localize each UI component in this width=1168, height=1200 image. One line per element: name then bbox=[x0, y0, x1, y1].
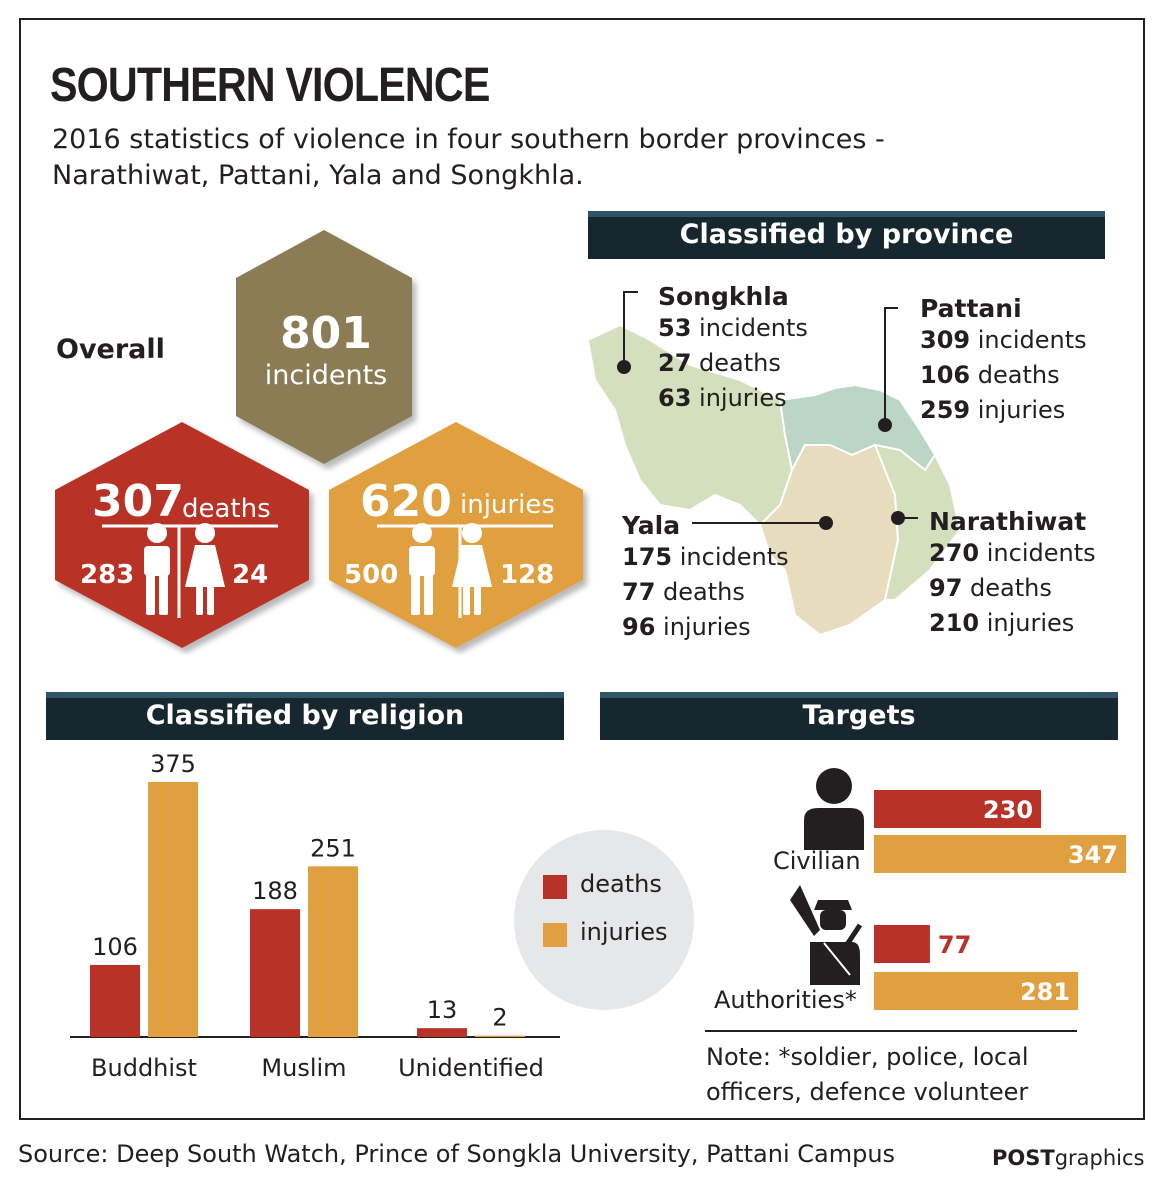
page-title: SOUTHERN VIOLENCE bbox=[50, 59, 490, 112]
page-subtitle: 2016 statistics of violence in four sout… bbox=[52, 124, 885, 191]
legend-swatch-injuries bbox=[543, 923, 567, 947]
infographic-frame bbox=[19, 18, 1145, 1120]
bar-label-buddhist-injuries: 375 bbox=[150, 750, 196, 778]
bar-buddhist-injuries bbox=[148, 782, 198, 1037]
target-label-civilian: Civilian bbox=[773, 847, 861, 875]
deaths-male-value: 283 bbox=[80, 560, 135, 590]
map-narathiwat bbox=[873, 443, 962, 601]
overall-label: Overall bbox=[56, 334, 165, 365]
targets-chart: 230 347 77 281 bbox=[874, 790, 1126, 1010]
bar-label-muslim-injuries: 251 bbox=[310, 834, 356, 862]
province-songkhla: Songkhla 53 incidents 27 deaths 63 injur… bbox=[658, 282, 808, 412]
bar-label-muslim-deaths: 188 bbox=[252, 877, 298, 905]
province-pattani: Pattani 309 incidents 106 deaths 259 inj… bbox=[920, 294, 1087, 424]
province-narathiwat: Narathiwat 270 incidents 97 deaths 210 i… bbox=[929, 507, 1096, 637]
target-bar-civilian-injuries bbox=[874, 835, 1126, 873]
deaths-hexagon bbox=[55, 422, 309, 648]
province-yala: Yala 175 incidents 77 deaths 96 injuries bbox=[622, 511, 789, 641]
overall-hexagons bbox=[55, 230, 583, 648]
religion-banner: Classified by religion bbox=[46, 692, 564, 740]
deaths-female-value: 24 bbox=[232, 560, 269, 590]
category-label-unidentified: Unidentified bbox=[398, 1054, 544, 1082]
legend-label-deaths: deaths bbox=[580, 870, 662, 898]
civilian-icon bbox=[804, 768, 864, 850]
religion-chart: 106 375 Buddhist 188 251 Muslim 13 2 Unidentifie… bbox=[70, 750, 560, 1082]
deaths-value: 307 bbox=[92, 476, 184, 527]
brand-logo: POSTgraphics bbox=[992, 1146, 1145, 1170]
map-marker-icon bbox=[819, 516, 833, 530]
injuries-hexagon bbox=[329, 422, 583, 648]
bar-muslim-deaths bbox=[250, 909, 300, 1037]
bar-label-buddhist-deaths: 106 bbox=[92, 933, 138, 961]
target-bar-label-civilian-deaths: 230 bbox=[983, 796, 1033, 824]
target-bar-civilian-deaths bbox=[874, 790, 1042, 828]
target-bar-label-civilian-injuries: 347 bbox=[1068, 841, 1118, 869]
source-text: Source: Deep South Watch, Prince of Song… bbox=[18, 1140, 896, 1168]
incidents-label: incidents bbox=[264, 360, 388, 391]
target-bar-authorities-injuries bbox=[874, 972, 1079, 1010]
target-bar-label-authorities-deaths: 77 bbox=[938, 931, 971, 959]
note-divider bbox=[705, 1030, 1077, 1032]
injuries-value: 620 bbox=[360, 476, 452, 527]
injuries-label: injuries bbox=[460, 490, 555, 520]
map-marker-icon bbox=[878, 418, 892, 432]
bar-unidentified-injuries bbox=[475, 1035, 525, 1037]
incidents-hexagon bbox=[236, 230, 412, 464]
map-marker-icon bbox=[617, 360, 631, 374]
deaths-label: deaths bbox=[182, 494, 271, 524]
bar-label-unidentified-deaths: 13 bbox=[427, 996, 458, 1024]
target-icons bbox=[790, 768, 864, 985]
bar-unidentified-deaths bbox=[417, 1028, 467, 1037]
target-label-authorities: Authorities* bbox=[714, 986, 857, 1014]
authority-icon bbox=[790, 885, 863, 985]
target-bar-label-authorities-injuries: 281 bbox=[1020, 978, 1070, 1006]
incidents-value: 801 bbox=[280, 308, 372, 359]
injuries-female-value: 128 bbox=[500, 560, 555, 590]
targets-banner: Targets bbox=[600, 692, 1118, 740]
map-yala bbox=[758, 443, 900, 637]
injuries-male-value: 500 bbox=[344, 560, 399, 590]
legend-label-injuries: injuries bbox=[580, 918, 668, 946]
religion-legend: deaths injuries bbox=[514, 830, 694, 1010]
category-label-buddhist: Buddhist bbox=[91, 1054, 197, 1082]
category-label-muslim: Muslim bbox=[261, 1054, 346, 1082]
bar-label-unidentified-injuries: 2 bbox=[492, 1004, 507, 1032]
target-bar-authorities-deaths bbox=[874, 925, 930, 963]
map-marker-icon bbox=[891, 511, 905, 525]
province-banner: Classified by province bbox=[588, 211, 1105, 259]
bar-muslim-injuries bbox=[308, 866, 358, 1037]
province-map bbox=[586, 291, 962, 637]
targets-note: Note: *soldier, police, local officers, … bbox=[706, 1043, 1029, 1106]
legend-swatch-deaths bbox=[543, 875, 567, 899]
bar-buddhist-deaths bbox=[90, 964, 140, 1037]
